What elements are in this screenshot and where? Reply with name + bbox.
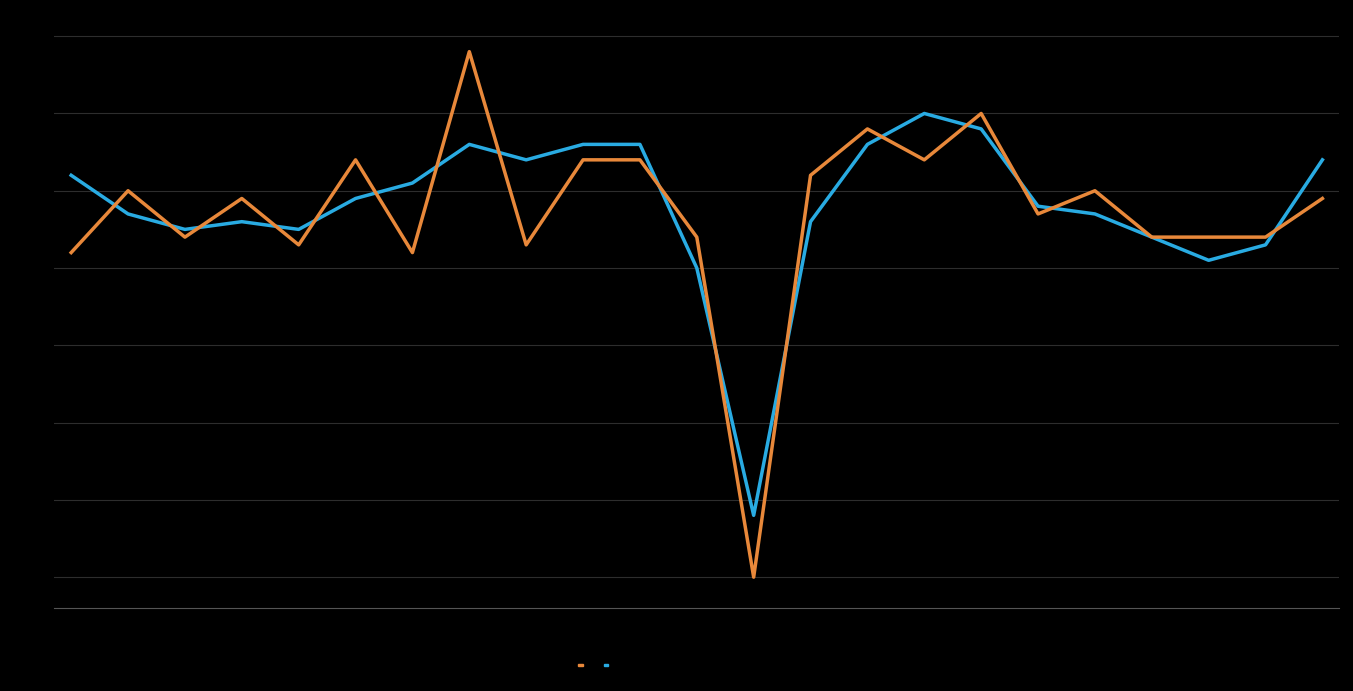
Legend:  ,  : , bbox=[578, 664, 610, 666]
